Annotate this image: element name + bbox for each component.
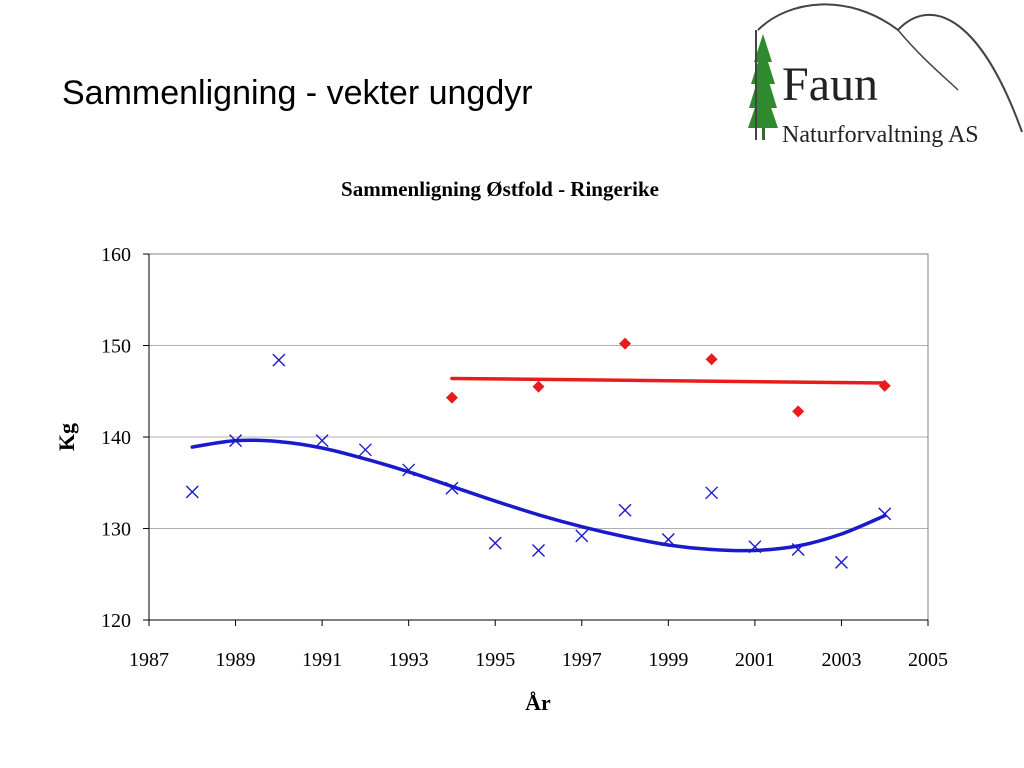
logo-mountain-arc-inner xyxy=(897,29,959,91)
x-tick-label: 1995 xyxy=(475,649,515,671)
data-point-x xyxy=(229,434,243,448)
x-tick-label: 1991 xyxy=(302,649,342,671)
trendline-series-2 xyxy=(450,376,887,385)
data-point-x xyxy=(834,555,848,569)
x-tick-label: 2001 xyxy=(735,649,775,671)
x-tick-label: 2003 xyxy=(821,649,861,671)
data-markers xyxy=(185,337,892,569)
x-tick-label: 1989 xyxy=(216,649,256,671)
y-tick-label: 150 xyxy=(101,336,131,358)
data-point-x xyxy=(618,503,632,517)
data-point-x xyxy=(315,434,329,448)
x-tick-label: 1997 xyxy=(562,649,602,671)
data-point-x xyxy=(445,481,459,495)
x-axis-label: År xyxy=(525,690,551,715)
slide-title: Sammenligning - vekter ungdyr xyxy=(62,74,533,112)
data-point-x xyxy=(878,507,892,521)
data-point-diamond xyxy=(878,379,891,392)
data-point-x xyxy=(532,543,545,557)
chart-title: Sammenligning Østfold - Ringerike xyxy=(341,177,659,201)
axes: 120 130 140 150 160 1987 1989 1991 1993 1995 1997 1… xyxy=(101,244,948,671)
data-point-diamond xyxy=(619,337,632,350)
faun-logo: Faun Naturforvaltning AS xyxy=(748,3,1023,148)
data-point-diamond xyxy=(705,353,718,366)
data-point-x xyxy=(358,443,372,457)
y-tick-label: 130 xyxy=(101,519,131,541)
data-point-diamond xyxy=(792,405,805,418)
logo-mountain-arc xyxy=(757,3,1023,133)
data-point-x xyxy=(488,536,502,550)
x-tick-label: 1999 xyxy=(648,649,688,671)
trendline-series-1 xyxy=(190,438,887,553)
data-point-diamond xyxy=(445,391,458,404)
y-tick-label: 140 xyxy=(101,427,131,449)
y-tick-label: 120 xyxy=(101,610,131,632)
data-point-diamond xyxy=(532,380,545,393)
data-point-x xyxy=(185,485,199,499)
trendlines xyxy=(190,376,887,553)
data-point-x xyxy=(791,543,805,557)
data-point-x xyxy=(272,353,286,367)
data-point-x xyxy=(661,532,675,546)
data-point-x xyxy=(575,529,589,543)
data-point-x xyxy=(748,540,762,554)
data-point-x xyxy=(705,486,719,500)
data-point-x xyxy=(402,463,416,477)
logo-subtitle: Naturforvaltning AS xyxy=(782,122,979,148)
x-tick-label: 1987 xyxy=(129,649,169,671)
y-axis-label: Kg xyxy=(54,423,79,451)
logo-name: Faun xyxy=(782,58,878,111)
y-tick-label: 160 xyxy=(101,244,131,266)
x-tick-label: 2005 xyxy=(908,649,948,671)
gridlines xyxy=(149,345,928,529)
x-tick-label: 1993 xyxy=(389,649,429,671)
